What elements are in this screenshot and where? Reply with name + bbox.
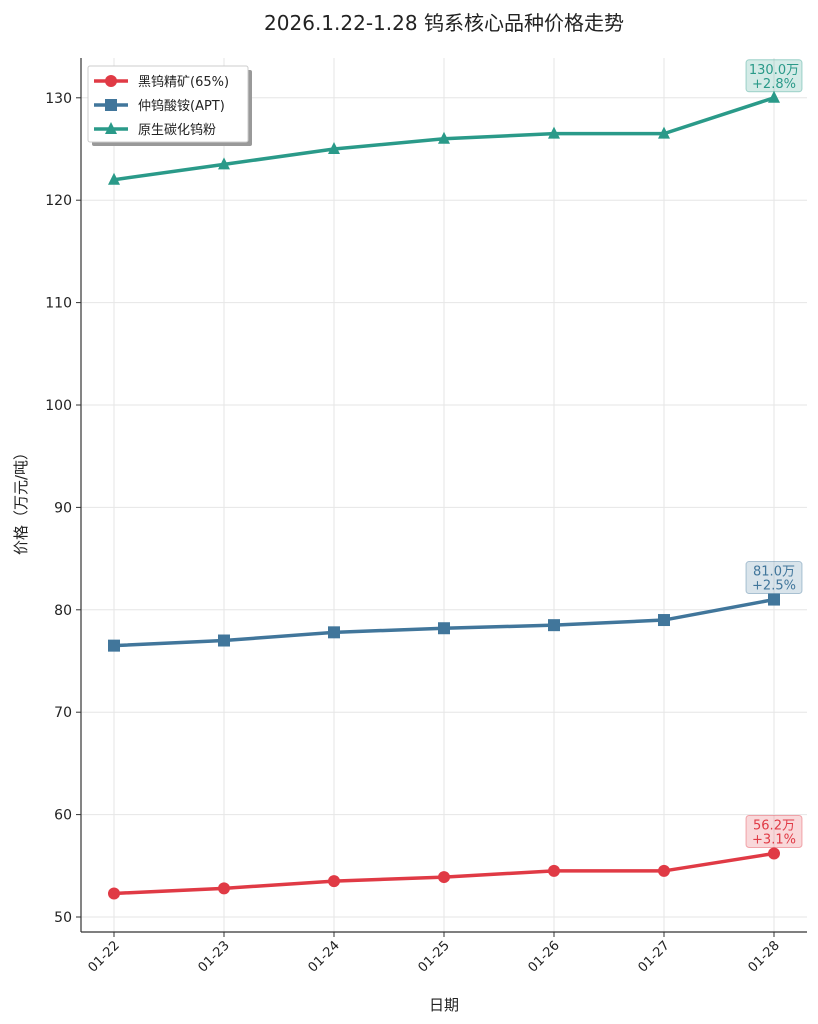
legend xyxy=(87,65,249,143)
data-point xyxy=(108,639,120,652)
x-tick-label: 01-22 xyxy=(86,938,123,975)
data-point xyxy=(658,126,670,139)
data-point xyxy=(108,887,120,900)
legend-label: 原生碳化钨粉 xyxy=(138,122,216,138)
annotation-change: +3.1% xyxy=(752,833,796,848)
data-point xyxy=(658,864,670,877)
x-tick-label: 01-24 xyxy=(306,938,343,975)
x-tick-label: 01-26 xyxy=(526,938,563,975)
y-tick-label: 50 xyxy=(54,910,72,926)
data-point xyxy=(108,172,120,185)
legend-label: 黑钨精矿(65%) xyxy=(138,74,229,90)
x-tick-label: 01-23 xyxy=(196,938,233,975)
data-point xyxy=(328,875,340,888)
y-tick-label: 90 xyxy=(54,500,72,516)
x-axis-label: 日期 xyxy=(429,996,459,1014)
annotation-value: 81.0万 xyxy=(753,565,795,580)
data-point xyxy=(438,622,450,635)
chart-title: 2026.1.22-1.28 钨系核心品种价格走势 xyxy=(264,11,624,35)
annotation-value: 56.2万 xyxy=(753,819,795,834)
data-point xyxy=(328,626,340,639)
data-point xyxy=(218,157,230,170)
annotation-box xyxy=(745,815,803,849)
annotation-change: +2.8% xyxy=(752,77,796,92)
y-tick-label: 60 xyxy=(54,808,72,824)
annotation-box xyxy=(745,59,803,93)
data-point xyxy=(105,99,117,111)
y-tick-label: 80 xyxy=(54,603,72,619)
x-tick-label: 01-25 xyxy=(416,938,453,975)
data-point xyxy=(105,122,117,134)
data-point xyxy=(105,75,117,87)
data-point xyxy=(768,847,780,860)
data-point xyxy=(548,864,560,877)
data-point xyxy=(218,882,230,895)
y-axis-label: 价格（万元/吨） xyxy=(12,445,30,555)
legend-label: 仲钨酸铵(APT) xyxy=(138,98,225,114)
y-tick-label: 120 xyxy=(45,193,72,209)
y-tick-label: 130 xyxy=(45,91,72,107)
data-point xyxy=(218,634,230,647)
y-tick-label: 110 xyxy=(45,296,72,312)
data-point xyxy=(548,619,560,632)
y-tick-label: 70 xyxy=(54,705,72,721)
data-point xyxy=(658,614,670,627)
x-tick-label: 01-28 xyxy=(746,938,783,975)
data-point xyxy=(438,871,450,884)
data-point xyxy=(438,131,450,144)
data-point xyxy=(548,126,560,139)
data-point xyxy=(768,593,780,606)
annotation-value: 130.0万 xyxy=(749,63,799,78)
x-tick-label: 01-27 xyxy=(636,938,673,975)
annotation-change: +2.5% xyxy=(752,579,796,594)
y-tick-label: 100 xyxy=(45,398,72,414)
annotation-box xyxy=(745,561,803,595)
data-point xyxy=(328,142,340,154)
data-point xyxy=(768,90,780,103)
